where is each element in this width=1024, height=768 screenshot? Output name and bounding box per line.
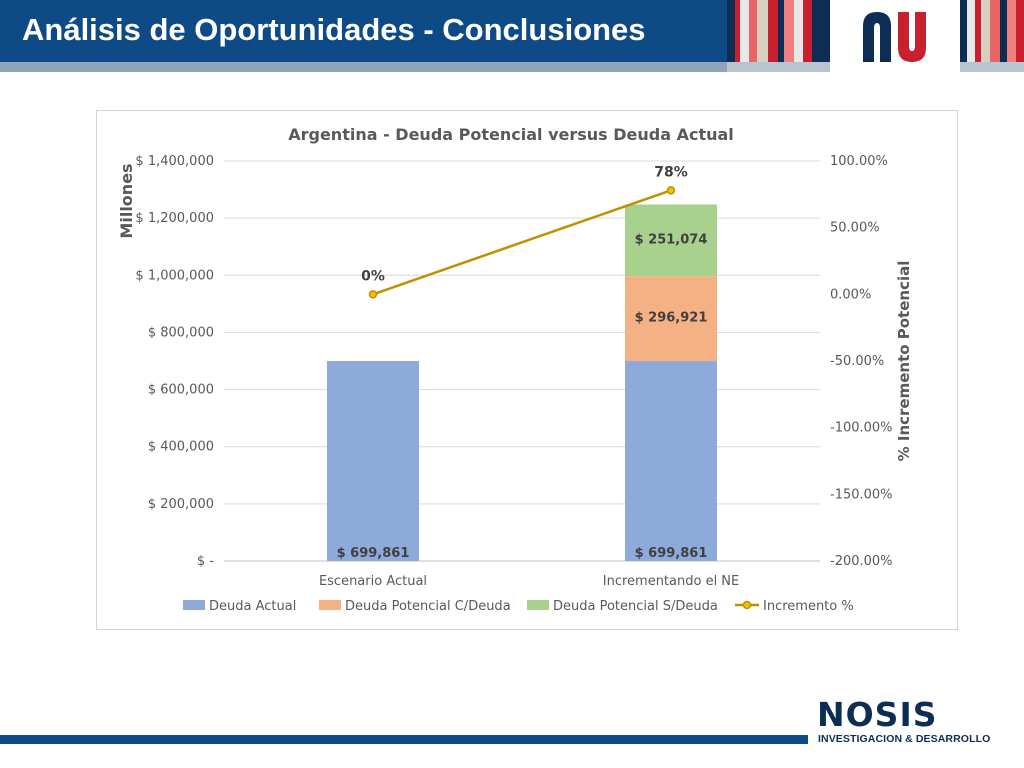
nosis-logo: NOSIS <box>816 695 986 750</box>
line-data-label: 78% <box>654 164 688 180</box>
legend-swatch-marker <box>742 600 752 610</box>
nosis-logo-text: NOSIS <box>817 700 937 732</box>
legend-label: Deuda Potencial C/Deuda <box>345 599 511 614</box>
y-tick-label: $ 1,400,000 <box>135 154 214 169</box>
legend-swatch <box>527 600 549 610</box>
secondary-y-axis-title: % Incremento Potencial <box>895 261 913 462</box>
slide-title: Análisis de Oportunidades - Conclusiones <box>22 12 646 47</box>
y2-tick-label: 50.00% <box>830 221 880 236</box>
y2-tick-label: 0.00% <box>830 287 871 302</box>
x-tick-label: Incrementando el NE <box>603 574 740 589</box>
legend-swatch <box>319 600 341 610</box>
chart-container: Argentina - Deuda Potencial versus Deuda… <box>96 110 958 630</box>
stacked-bar-line-chart: Argentina - Deuda Potencial versus Deuda… <box>117 125 913 614</box>
line-data-label: 0% <box>361 268 385 284</box>
footer-line <box>0 735 808 744</box>
y2-tick-label: -100.00% <box>830 421 893 436</box>
y-tick-label: $ 400,000 <box>148 440 214 455</box>
y-tick-label: $ 800,000 <box>148 325 214 340</box>
header-underline <box>0 62 730 72</box>
bar-segment <box>625 361 717 561</box>
header-band <box>0 0 730 62</box>
slide-header: Análisis de Oportunidades - Conclusiones <box>0 0 1024 72</box>
bar-data-label: $ 699,861 <box>635 546 708 561</box>
y2-tick-label: -50.00% <box>830 354 884 369</box>
y-tick-label: $ - <box>197 554 214 569</box>
bar-data-label: $ 251,074 <box>635 232 708 247</box>
footer-subtitle: INVESTIGACION & DESARROLLO <box>818 733 991 745</box>
decorative-stripes-right <box>960 0 1024 72</box>
legend-swatch <box>183 600 205 610</box>
chart-title: Argentina - Deuda Potencial versus Deuda… <box>288 125 734 144</box>
legend-label: Incremento % <box>763 599 854 614</box>
legend-label: Deuda Actual <box>209 599 296 614</box>
decorative-stripes-left <box>727 0 830 72</box>
legend-label: Deuda Potencial S/Deuda <box>553 599 718 614</box>
y2-tick-label: -200.00% <box>830 554 893 569</box>
line-series <box>372 189 672 296</box>
y-tick-label: $ 1,000,000 <box>135 268 214 283</box>
bar-segment <box>327 361 419 561</box>
line-point <box>368 290 378 299</box>
line-point <box>666 186 676 195</box>
y-tick-label: $ 600,000 <box>148 383 214 398</box>
bar-segment <box>625 276 717 362</box>
bar-data-label: $ 296,921 <box>635 311 708 326</box>
y-axis-title: Millones <box>117 163 136 238</box>
x-tick-label: Escenario Actual <box>319 574 427 589</box>
bar-data-label: $ 699,861 <box>337 546 410 561</box>
y2-tick-label: 100.00% <box>830 154 888 169</box>
y-tick-label: $ 200,000 <box>148 497 214 512</box>
bar-segment <box>625 204 717 277</box>
y-tick-label: $ 1,200,000 <box>135 211 214 226</box>
y2-tick-label: -150.00% <box>830 487 893 502</box>
brand-logo <box>830 0 960 72</box>
